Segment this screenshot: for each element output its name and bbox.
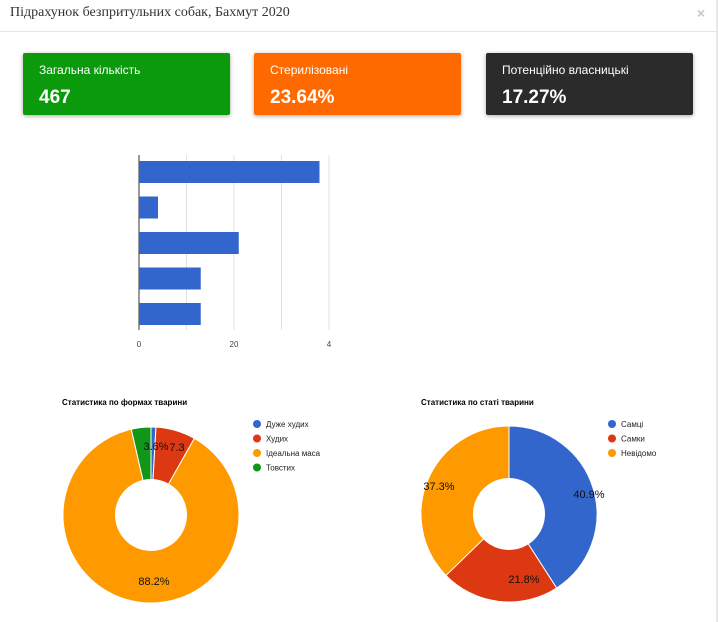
- donut-hole: [115, 479, 187, 551]
- slice-label: 21.8%: [508, 574, 539, 586]
- bar: [139, 267, 201, 290]
- legend-label: Самці: [621, 420, 643, 429]
- card-sterilized: Стерилізовані 23.64%: [254, 53, 461, 115]
- legend-label: Ідеальна маса: [266, 449, 321, 458]
- bar-chart: 0 20 4: [137, 155, 332, 349]
- legend-label: Худих: [266, 435, 288, 444]
- bar: [139, 232, 239, 254]
- slice-label: 3.6%: [143, 441, 168, 453]
- bar: [139, 196, 158, 219]
- x-tick-label: 4: [327, 340, 332, 349]
- legend-marker: [253, 434, 261, 443]
- legend-marker: [253, 420, 261, 428]
- card-value: 17.27%: [502, 87, 567, 108]
- legend-marker: [253, 449, 261, 457]
- pie-slice: [445, 513, 558, 603]
- legend-marker: [253, 463, 261, 472]
- pie-slice: [420, 425, 510, 577]
- donut-hole: [473, 478, 545, 550]
- x-tick-label: 0: [137, 340, 142, 349]
- card-label: Потенційно власницькі: [502, 63, 629, 77]
- bar: [139, 303, 201, 325]
- scrollbar-edge: [716, 0, 718, 622]
- chart-title: Статистика по формах тварини: [62, 398, 187, 407]
- legend-marker: [608, 434, 616, 443]
- slice-label: 40.9%: [573, 489, 604, 501]
- pie-chart-sex: Статистика по статі тварини 40.9% 21.8% 37.…: [420, 398, 657, 603]
- legend-label: Дуже худих: [266, 420, 309, 429]
- card-label: Стерилізовані: [270, 63, 348, 77]
- slice-label: 37.3%: [423, 481, 454, 493]
- legend-marker: [608, 449, 616, 457]
- card-potentially-owned: Потенційно власницькі 17.27%: [486, 53, 693, 115]
- legend-label: Товстих: [266, 464, 295, 473]
- close-button[interactable]: ×: [696, 5, 705, 21]
- modal-title: Підрахунок безпритульних собак, Бахмут 2…: [10, 5, 290, 20]
- legend-marker: [608, 420, 616, 428]
- card-value: 467: [39, 87, 71, 108]
- x-tick-label: 20: [230, 340, 239, 349]
- pie-chart-forms: Статистика по формах тварини 7.3 88.2% 3.6%…: [62, 398, 321, 604]
- bar: [139, 161, 320, 183]
- legend-label: Самки: [621, 435, 645, 444]
- slice-label: 88.2%: [138, 576, 169, 588]
- modal-header: Підрахунок безпритульних собак, Бахмут 2…: [0, 0, 718, 32]
- card-label: Загальна кількість: [39, 63, 141, 77]
- card-value: 23.64%: [270, 87, 335, 108]
- slice-label: 7.3: [169, 442, 184, 454]
- chart-title: Статистика по статі тварини: [421, 398, 534, 407]
- card-total-count: Загальна кількість 467: [23, 53, 230, 115]
- legend-label: Невідомо: [621, 449, 657, 458]
